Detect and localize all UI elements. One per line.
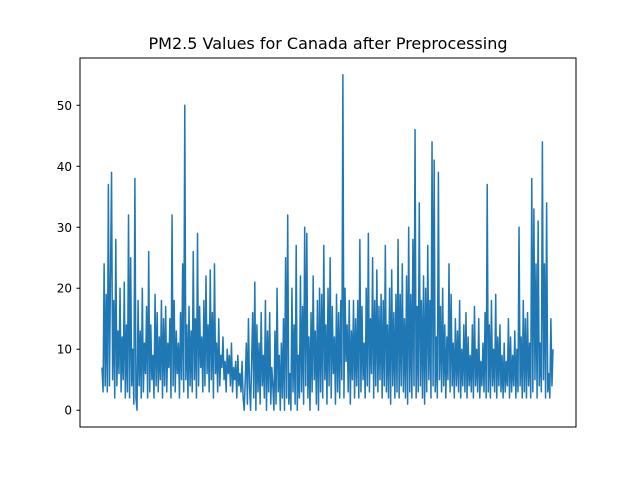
pm25-series-line [101,74,554,411]
y-tick-label: 50 [57,99,72,113]
y-tick-label: 30 [57,221,72,235]
y-tick-label: 0 [64,404,72,418]
plot-frame [79,57,577,428]
chart-title: PM2.5 Values for Canada after Preprocess… [149,34,508,53]
y-tick-label: 10 [57,343,72,357]
y-tick-label: 40 [57,160,72,174]
y-tick-label: 20 [57,282,72,296]
y-axis-ticks: 0 10 20 30 40 50 [57,99,80,418]
